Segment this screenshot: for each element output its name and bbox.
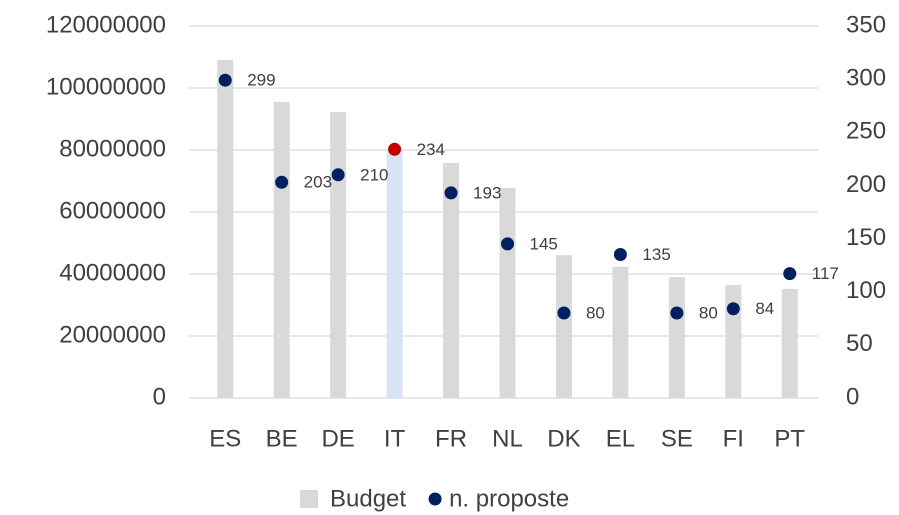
point	[218, 73, 232, 87]
data-label: 80	[699, 303, 718, 322]
point	[275, 175, 289, 189]
data-label: 145	[530, 234, 558, 253]
y-tick-label: 100000000	[46, 73, 166, 100]
y2-tick-label: 150	[846, 224, 886, 251]
point	[613, 248, 627, 262]
bar	[555, 255, 572, 398]
bar	[668, 277, 685, 398]
y-tick-label: 60000000	[59, 197, 166, 224]
data-label: 117	[812, 264, 839, 283]
x-tick-label: SE	[661, 425, 693, 452]
bar	[499, 188, 516, 398]
y2-tick-label: 250	[846, 118, 886, 145]
bar	[781, 288, 798, 398]
x-tick-label: FR	[435, 425, 467, 452]
x-tick-label: IT	[384, 425, 406, 452]
data-label: 299	[247, 71, 275, 90]
legend-label: Budget	[330, 485, 406, 512]
x-tick-label: ES	[209, 425, 241, 452]
x-tick-label: BE	[266, 425, 298, 452]
data-label: 203	[304, 173, 332, 192]
point	[670, 306, 684, 320]
bar	[330, 111, 347, 399]
point	[557, 306, 571, 320]
y2-tick-label: 200	[846, 171, 886, 198]
y2-tick-label: 350	[846, 11, 886, 38]
data-label: 234	[417, 140, 445, 159]
point	[501, 237, 514, 251]
data-label: 210	[360, 165, 388, 184]
bar	[386, 150, 403, 398]
bar	[217, 60, 234, 398]
x-tick-label: DE	[321, 425, 354, 452]
point	[388, 142, 402, 156]
y-tick-label: 40000000	[59, 259, 166, 286]
x-tick-label: NL	[492, 425, 523, 452]
y2-tick-label: 50	[846, 330, 873, 357]
bar	[612, 266, 629, 398]
x-tick-label: EL	[606, 425, 635, 452]
point	[331, 168, 345, 182]
y-tick-label: 20000000	[59, 321, 166, 348]
bar	[273, 101, 290, 398]
data-label: 80	[586, 303, 605, 322]
data-label: 135	[642, 245, 670, 264]
legend-label: n. proposte	[449, 485, 569, 512]
point	[783, 267, 797, 281]
legend-swatch	[300, 490, 318, 508]
bar	[725, 284, 742, 398]
x-tick-label: FI	[723, 425, 744, 452]
y-tick-label: 120000000	[46, 11, 166, 38]
y-tick-label: 0	[153, 383, 166, 410]
x-tick-label: DK	[547, 425, 580, 452]
x-tick-label: PT	[774, 425, 805, 452]
y2-tick-label: 300	[846, 64, 886, 91]
point	[726, 302, 740, 316]
data-label: 193	[473, 183, 501, 202]
point	[444, 186, 458, 200]
y2-tick-label: 0	[846, 383, 859, 410]
legend-swatch	[428, 492, 442, 506]
y-tick-label: 80000000	[59, 135, 166, 162]
data-label: 84	[755, 299, 774, 318]
bar	[443, 163, 460, 398]
y2-tick-label: 100	[846, 277, 886, 304]
